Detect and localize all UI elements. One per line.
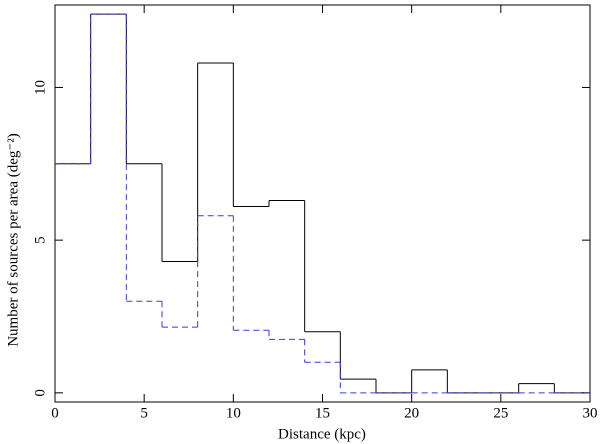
y-tick-label: 10 bbox=[32, 80, 48, 95]
x-tick-label: 20 bbox=[404, 405, 419, 421]
x-tick-label: 25 bbox=[493, 405, 508, 421]
x-tick-label: 10 bbox=[226, 405, 241, 421]
y-axis-label: Number of sources per area (deg⁻²) bbox=[5, 133, 21, 347]
y-tick-label: 0 bbox=[32, 389, 48, 397]
x-axis-label: Distance (kpc) bbox=[278, 426, 366, 442]
x-tick-label: 15 bbox=[315, 405, 330, 421]
x-tick-label: 0 bbox=[51, 405, 59, 421]
x-tick-label: 30 bbox=[583, 405, 598, 421]
x-tick-label: 5 bbox=[140, 405, 148, 421]
plot-frame bbox=[54, 4, 591, 403]
y-tick-label: 5 bbox=[32, 236, 48, 244]
